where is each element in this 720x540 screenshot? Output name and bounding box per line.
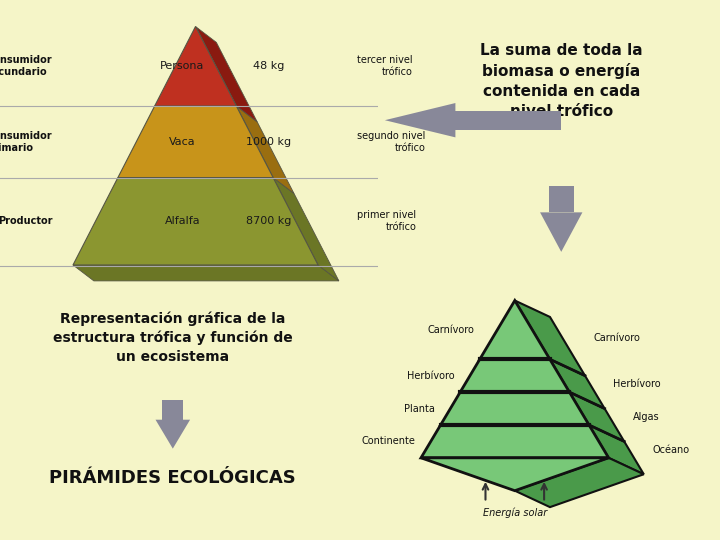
Polygon shape — [550, 359, 605, 409]
Text: Representación gráfica de la
estructura trófica y función de
un ecosistema: Representación gráfica de la estructura … — [53, 312, 292, 363]
Polygon shape — [515, 301, 585, 376]
Text: Océano: Océano — [652, 444, 690, 455]
Polygon shape — [460, 359, 570, 392]
Text: La suma de toda la
biomasa o energía
contenida en cada
nivel trófico: La suma de toda la biomasa o energía con… — [480, 43, 642, 119]
Text: Planta: Planta — [404, 403, 435, 414]
Polygon shape — [570, 392, 624, 441]
Polygon shape — [421, 458, 608, 491]
Text: primer nivel
trófico: primer nivel trófico — [357, 211, 416, 232]
Text: Algas: Algas — [633, 411, 660, 422]
Polygon shape — [515, 458, 644, 507]
Polygon shape — [155, 26, 236, 106]
Polygon shape — [441, 392, 589, 425]
Text: Alfalfa: Alfalfa — [165, 217, 200, 226]
Text: 48 kg: 48 kg — [253, 61, 284, 71]
Text: tercer nivel
trófico: tercer nivel trófico — [357, 56, 413, 77]
Polygon shape — [273, 178, 339, 281]
Polygon shape — [196, 26, 257, 122]
Polygon shape — [236, 106, 294, 193]
Polygon shape — [549, 186, 574, 212]
Polygon shape — [540, 212, 582, 252]
Text: Consumidor
primario: Consumidor primario — [0, 131, 52, 153]
Text: segundo nivel
trófico: segundo nivel trófico — [357, 131, 426, 153]
Polygon shape — [589, 425, 644, 474]
Text: Productor: Productor — [0, 217, 52, 226]
Text: Energía solar: Energía solar — [482, 507, 547, 518]
Polygon shape — [73, 265, 339, 281]
Polygon shape — [163, 401, 183, 420]
Text: Continente: Continente — [361, 436, 415, 447]
Text: Consumidor
secundario: Consumidor secundario — [0, 56, 52, 77]
Text: Carnívoro: Carnívoro — [427, 325, 474, 335]
Text: Vaca: Vaca — [169, 137, 196, 147]
Text: 8700 kg: 8700 kg — [246, 217, 291, 226]
Text: Herbívoro: Herbívoro — [407, 370, 454, 381]
Text: 1000 kg: 1000 kg — [246, 137, 291, 147]
Polygon shape — [118, 106, 273, 178]
Text: Persona: Persona — [161, 61, 204, 71]
Text: Carnívoro: Carnívoro — [594, 333, 641, 343]
Polygon shape — [421, 425, 608, 458]
Polygon shape — [156, 420, 190, 449]
Polygon shape — [384, 103, 455, 137]
Polygon shape — [73, 178, 318, 265]
Text: PIRÁMIDES ECOLÓGICAS: PIRÁMIDES ECOLÓGICAS — [50, 469, 296, 487]
Text: Herbívoro: Herbívoro — [613, 379, 661, 389]
Polygon shape — [455, 111, 562, 130]
Polygon shape — [480, 301, 550, 359]
